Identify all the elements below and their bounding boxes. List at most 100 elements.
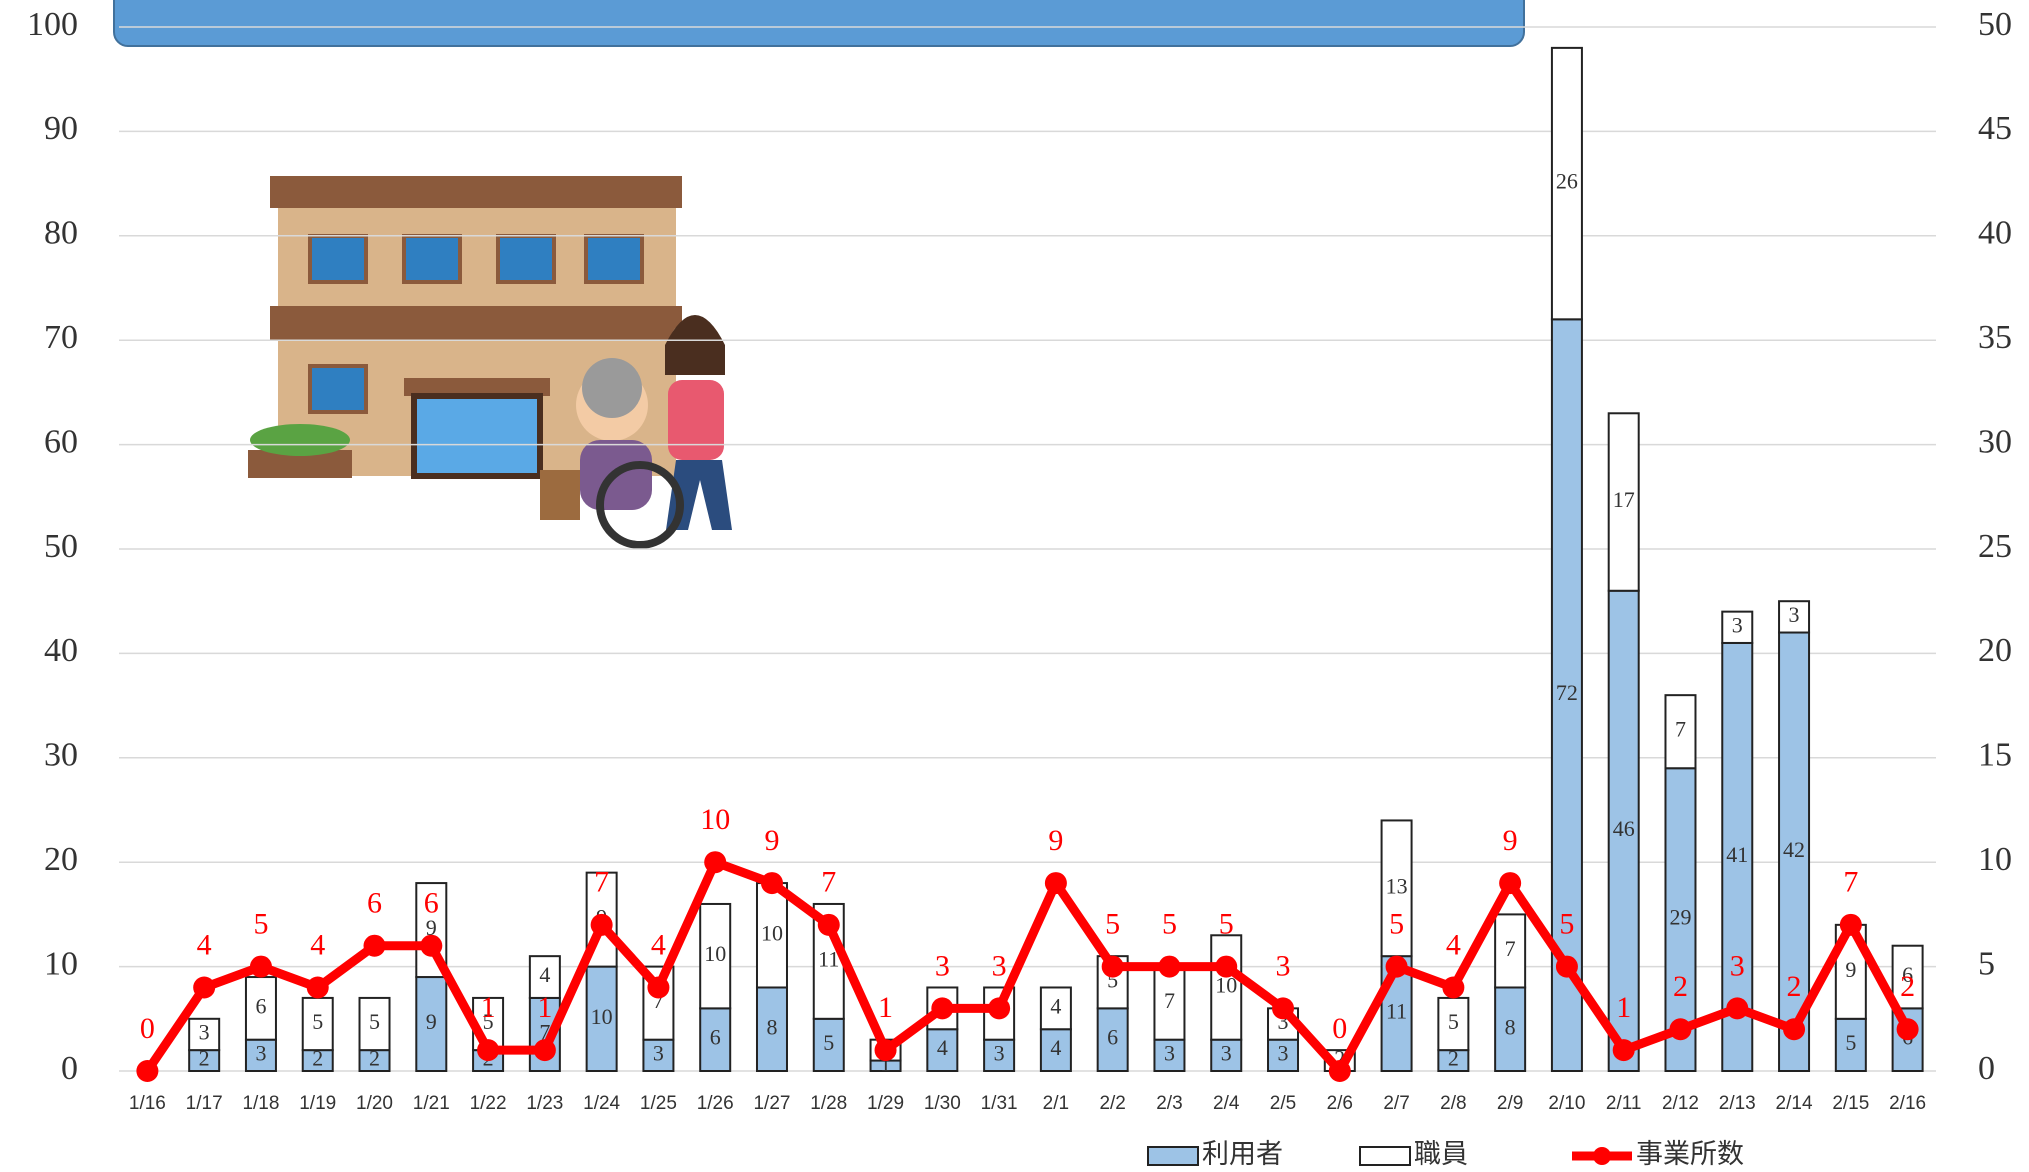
bar-segment <box>755 986 788 1072</box>
y2-tick-label: 30 <box>1978 423 2012 460</box>
x-tick-label: 1/16 <box>129 1093 166 1114</box>
data-label: 42 <box>1783 837 1805 862</box>
x-tick-label: 1/18 <box>242 1093 279 1114</box>
data-label: 3 <box>653 1040 664 1065</box>
line-label: 7 <box>594 866 609 899</box>
y-tick-label: 50 <box>44 528 78 565</box>
data-label: 41 <box>1726 842 1748 867</box>
data-label: 11 <box>1386 999 1407 1024</box>
data-label: 5 <box>312 1009 323 1034</box>
x-tick-label: 2/10 <box>1548 1093 1585 1114</box>
line-marker <box>1896 1018 1919 1041</box>
data-label: 5 <box>369 1009 380 1034</box>
y2-tick-label: 40 <box>1978 215 2012 252</box>
line-marker <box>1783 1018 1806 1041</box>
line-label: 5 <box>1219 907 1234 940</box>
data-label: 2 <box>312 1046 323 1071</box>
y-tick-label: 0 <box>61 1050 78 1087</box>
data-label: 46 <box>1613 816 1635 841</box>
legend-swatch <box>1147 1146 1199 1166</box>
data-label: 5 <box>1107 967 1118 992</box>
data-label: 3 <box>1732 612 1743 637</box>
y2-tick-label: 10 <box>1978 841 2012 878</box>
bar-segment <box>1550 46 1583 321</box>
y2-tick-label: 15 <box>1978 737 2012 774</box>
bar-segment <box>1891 944 1924 1010</box>
line-marker <box>363 934 386 957</box>
line-marker <box>1612 1039 1635 1062</box>
y2-tick-label: 5 <box>1978 945 1995 982</box>
line-marker <box>1669 1018 1692 1041</box>
x-tick-label: 2/13 <box>1719 1093 1756 1114</box>
line-marker <box>477 1039 500 1062</box>
data-label: 11 <box>818 946 839 971</box>
line-label: 9 <box>1048 824 1063 857</box>
data-label: 7 <box>1164 988 1175 1013</box>
line-label: 4 <box>1446 928 1461 961</box>
bar-segment <box>1664 694 1697 770</box>
line-marker <box>420 934 443 957</box>
line-marker <box>249 955 272 978</box>
x-tick-label: 2/14 <box>1776 1093 1813 1114</box>
data-label: 72 <box>1556 680 1578 705</box>
legend-swatch <box>1593 1147 1611 1165</box>
data-label: 3 <box>1278 1009 1289 1034</box>
line-label: 0 <box>140 1012 155 1045</box>
x-tick-label: 1/24 <box>583 1093 620 1114</box>
line-label: 3 <box>1730 949 1745 982</box>
x-tick-label: 1/30 <box>924 1093 961 1114</box>
line-label: 2 <box>1900 970 1915 1003</box>
line-label: 3 <box>1276 949 1291 982</box>
y-tick-label: 60 <box>44 423 78 460</box>
line-marker <box>988 997 1011 1020</box>
x-tick-label: 1/22 <box>470 1093 507 1114</box>
bar-segment <box>1267 1038 1300 1073</box>
line-marker <box>874 1039 897 1062</box>
x-tick-label: 1/27 <box>753 1093 790 1114</box>
data-label: 7 <box>1675 717 1686 742</box>
line-marker <box>1385 955 1408 978</box>
bar-segment <box>755 882 788 989</box>
data-label: 2 <box>369 1046 380 1071</box>
x-tick-label: 2/5 <box>1270 1093 1296 1114</box>
data-label: 17 <box>1613 487 1635 512</box>
y2-tick-label: 20 <box>1978 632 2012 669</box>
line-label: 4 <box>197 928 212 961</box>
bar-segment <box>1494 913 1527 989</box>
line-marker <box>647 976 670 999</box>
legend-label: 利用者 <box>1202 1139 1283 1169</box>
data-label: 7 <box>539 1020 550 1045</box>
bar-segment <box>1778 631 1811 1073</box>
line-marker <box>1272 997 1295 1020</box>
data-label: 2 <box>1448 1046 1459 1071</box>
line-label: 9 <box>764 824 779 857</box>
legend-label: 事業所数 <box>1636 1139 1744 1169</box>
data-label: 4 <box>937 1035 948 1060</box>
data-label: 3 <box>199 1020 210 1045</box>
bar-segment <box>415 976 448 1072</box>
bar-segment <box>358 996 391 1052</box>
x-tick-label: 2/12 <box>1662 1093 1699 1114</box>
line-label: 7 <box>821 866 836 899</box>
data-label: 1 <box>880 1051 891 1076</box>
data-label: 8 <box>1505 1014 1516 1039</box>
bar-segment <box>983 1038 1016 1073</box>
data-label: 4 <box>1050 1035 1061 1060</box>
data-label: 10 <box>704 941 726 966</box>
data-label: 9 <box>426 915 437 940</box>
legend-label: 職員 <box>1414 1139 1468 1169</box>
data-label: 6 <box>1902 962 1913 987</box>
x-tick-label: 1/31 <box>981 1093 1018 1114</box>
line-label: 4 <box>651 928 666 961</box>
line-label: 1 <box>878 991 893 1024</box>
line-marker <box>1555 955 1578 978</box>
data-label: 9 <box>426 1009 437 1034</box>
y2-tick-label: 50 <box>1978 6 2012 43</box>
bar-segment <box>585 871 618 968</box>
data-label: 6 <box>710 1025 721 1050</box>
line-label: 2 <box>1787 970 1802 1003</box>
data-label: 26 <box>1556 169 1578 194</box>
line-label: 2 <box>1673 970 1688 1003</box>
x-tick-label: 2/6 <box>1327 1093 1353 1114</box>
